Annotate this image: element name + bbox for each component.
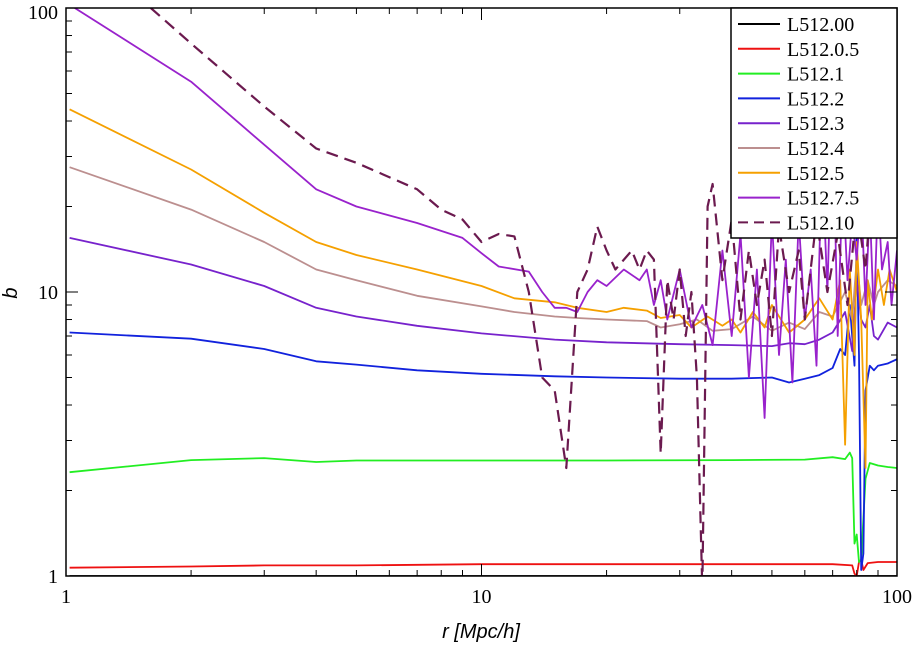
legend-label: L512.00	[787, 14, 854, 36]
legend-label: L512.2	[787, 88, 844, 110]
x-tick-label-100: 100	[882, 586, 912, 608]
legend-label: L512.1	[787, 64, 844, 86]
legend-label: L512.4	[787, 138, 844, 160]
series-line-l512-7-5	[74, 8, 897, 419]
series-line-l512-0-5	[69, 558, 897, 576]
legend-label: L512.7.5	[787, 188, 859, 210]
series-group	[69, 8, 897, 576]
legend-label: L512.5	[787, 163, 844, 185]
y-tick-label-100: 100	[28, 2, 58, 24]
legend-label: L512.0.5	[787, 39, 859, 61]
y-tick-label-1: 1	[48, 566, 58, 588]
y-axis-label: b	[0, 287, 22, 298]
series-line-l512-2	[69, 233, 897, 571]
y-tick-label-10: 10	[38, 282, 58, 304]
ticklabel-group: 1 10 100 1 10 100	[28, 2, 912, 608]
legend-label: L512.3	[787, 113, 844, 135]
x-tick-label-10: 10	[472, 586, 492, 608]
legend-label: L512.10	[787, 212, 854, 234]
x-axis-label: r [Mpc/h]	[442, 621, 520, 643]
series-line-l512-1	[69, 451, 897, 563]
series-line-l512-5	[69, 108, 897, 469]
x-tick-label-1: 1	[61, 586, 71, 608]
series-line-l512-3	[69, 237, 897, 352]
